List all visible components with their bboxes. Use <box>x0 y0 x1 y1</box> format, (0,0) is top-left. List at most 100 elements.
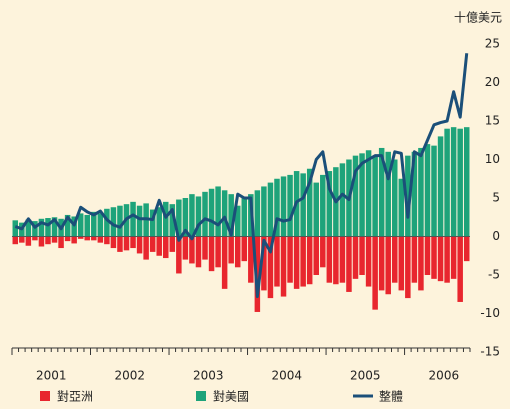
bar <box>215 236 221 268</box>
bar <box>326 236 333 283</box>
x-year-label: 2006 <box>429 369 460 383</box>
bar <box>280 236 287 297</box>
bar <box>365 150 372 237</box>
bar <box>117 236 123 252</box>
bar <box>104 208 110 237</box>
x-year-label: 2003 <box>193 369 224 383</box>
bar <box>136 205 143 237</box>
bar <box>110 236 117 249</box>
bar <box>51 236 58 243</box>
bar <box>333 236 339 285</box>
bar <box>228 194 234 237</box>
y-tick-label: 20 <box>485 75 500 89</box>
bar <box>346 236 352 292</box>
bar <box>267 236 274 299</box>
legend-label: 整體 <box>379 389 403 404</box>
bar <box>313 236 319 275</box>
bar <box>143 236 149 260</box>
y-tick-label: 25 <box>485 37 500 51</box>
bar <box>450 236 457 279</box>
bar <box>97 213 104 237</box>
bar <box>156 236 162 256</box>
bar <box>424 236 431 275</box>
bar <box>431 236 437 279</box>
bar <box>163 201 169 237</box>
bar <box>234 205 241 237</box>
bar <box>64 214 71 237</box>
y-tick-label: -5 <box>488 268 500 282</box>
bar <box>77 213 84 237</box>
bar <box>405 155 411 237</box>
bar <box>130 201 136 237</box>
y-tick-label: 0 <box>492 229 500 243</box>
bar <box>110 207 117 237</box>
bar <box>189 194 195 237</box>
bar <box>300 173 306 237</box>
bar <box>287 174 293 237</box>
bar <box>293 236 300 289</box>
bar <box>19 236 25 243</box>
bar <box>45 218 51 237</box>
bar <box>398 178 405 237</box>
legend-swatch <box>40 391 50 401</box>
bar <box>38 218 45 237</box>
bar <box>117 205 123 237</box>
bar <box>241 198 248 237</box>
legend-swatch <box>196 391 206 401</box>
bar <box>12 236 19 245</box>
bar <box>450 127 457 237</box>
bar <box>378 147 385 237</box>
x-year-label: 2001 <box>36 369 67 383</box>
bar <box>405 236 411 299</box>
bar <box>77 236 84 239</box>
bar <box>365 236 372 287</box>
bar <box>189 236 195 264</box>
bar <box>274 178 280 237</box>
bar <box>71 216 77 237</box>
bar <box>392 159 398 237</box>
bar <box>136 236 143 254</box>
bar <box>326 171 333 237</box>
bar <box>215 186 221 237</box>
bar <box>352 155 359 237</box>
bar <box>104 236 110 245</box>
y-unit: 十億美元 <box>454 11 502 25</box>
bar <box>234 236 241 268</box>
bar <box>51 217 58 237</box>
x-year-label: 2004 <box>272 369 303 383</box>
legend-label: 對美國 <box>213 390 249 404</box>
bar <box>84 236 90 241</box>
bar <box>313 182 319 237</box>
legend-label: 對亞洲 <box>57 390 93 404</box>
bar <box>444 128 450 237</box>
bar <box>195 236 202 268</box>
bar <box>385 151 391 237</box>
bar <box>306 168 313 237</box>
bar <box>274 236 280 287</box>
bar <box>457 236 463 302</box>
bar <box>437 236 444 282</box>
bar <box>463 127 470 237</box>
bar <box>385 236 391 295</box>
bar <box>32 221 38 237</box>
bar <box>91 236 97 241</box>
bar <box>195 196 202 237</box>
bar <box>163 236 169 259</box>
bar <box>176 236 182 274</box>
bar <box>64 236 71 242</box>
bar <box>254 190 261 237</box>
bar <box>169 236 176 252</box>
bar <box>418 236 424 291</box>
x-year-label: 2002 <box>114 369 145 383</box>
y-tick-label: 5 <box>492 191 500 205</box>
bar <box>437 136 444 237</box>
bar <box>287 236 293 283</box>
bar <box>261 186 267 237</box>
bar <box>359 153 365 237</box>
bar <box>300 236 306 287</box>
bar <box>248 236 254 283</box>
bar <box>25 219 32 237</box>
bar <box>411 151 418 237</box>
bar <box>424 144 431 237</box>
bar <box>463 236 470 262</box>
